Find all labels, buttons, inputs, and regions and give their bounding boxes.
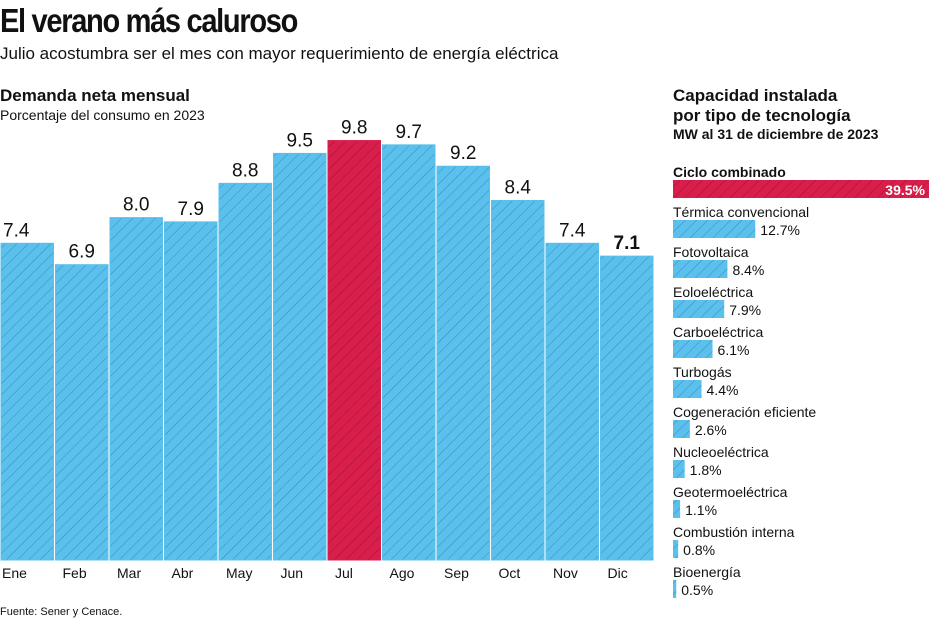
x-tick-label: Dic [608,565,628,581]
category-label: Ciclo combinado [673,164,786,180]
capacity-bar [673,300,725,318]
category-label: Cogeneración eficiente [673,404,816,420]
bar-value-label: 7.1 [614,233,641,254]
bar-value-label: 9.5 [287,130,313,151]
bar-dic [600,255,654,561]
capacity-bar [673,180,929,198]
x-tick-label: Sep [444,565,469,581]
category-label: Nucleoeléctrica [673,444,769,460]
capacity-value-label: 39.5% [885,182,925,198]
capacity-value-label: 8.4% [732,262,764,278]
category-label: Eoloeléctrica [673,284,753,300]
capacity-value-label: 1.8% [690,462,722,478]
monthly-chart-title: Demanda neta mensual [0,86,190,105]
x-tick-label: Feb [63,565,87,581]
capacity-bar [673,260,728,278]
source-note: Fuente: Sener y Cenace. [0,606,123,618]
capacity-title-line: Capacidad instalada [673,86,838,105]
bar-value-label: 7.4 [3,220,30,241]
category-label: Bioenergía [673,564,741,580]
bar-value-label: 9.8 [341,118,367,139]
capacity-value-label: 6.1% [718,342,750,358]
bar-oct [491,199,545,561]
bar-value-label: 9.2 [450,143,476,164]
monthly-chart-subtitle: Porcentaje del consumo en 2023 [0,107,205,123]
category-label: Combustión interna [673,524,795,540]
bar-value-label: 9.7 [396,122,422,143]
bar-value-label: 8.0 [123,195,149,216]
x-tick-label: Mar [117,565,141,581]
capacity-bar [673,500,681,518]
capacity-bar [673,460,685,478]
x-tick-label: Oct [499,565,521,581]
x-tick-label: May [226,565,252,581]
bar-value-label: 7.9 [178,199,204,220]
bar-abr [164,221,218,561]
bar-nov [545,242,599,561]
category-label: Geotermoeléctrica [673,484,788,500]
capacity-value-label: 12.7% [760,222,800,238]
capacity-value-label: 1.1% [685,502,717,518]
bar-sep [436,165,490,561]
x-tick-label: Ago [390,565,415,581]
bar-value-label: 8.8 [232,160,258,181]
capacity-bar [673,340,713,358]
capacity-chart-title: Capacidad instalada por tipo de tecnologí… [673,86,851,126]
category-label: Fotovoltaica [673,244,749,260]
capacity-value-label: 0.8% [683,542,715,558]
page-subtitle: Julio acostumbra ser el mes con mayor re… [0,44,559,63]
bar-jul [327,140,381,561]
x-tick-label: Nov [553,565,578,581]
capacity-value-label: 0.5% [681,582,713,598]
page-title: El verano más caluroso [0,2,298,39]
bar-ene [0,242,54,561]
capacity-value-label: 7.9% [729,302,761,318]
x-tick-label: Abr [172,565,194,581]
capacity-chart-subtitle: MW al 31 de diciembre de 2023 [673,126,879,142]
bar-jun [273,152,327,561]
bar-may [218,182,272,561]
capacity-value-label: 2.6% [695,422,727,438]
capacity-bar [673,420,690,438]
bar-value-label: 8.4 [505,177,532,198]
bar-mar [109,217,163,561]
bar-value-label: 6.9 [69,242,95,263]
bar-value-label: 7.4 [559,220,586,241]
x-tick-label: Ene [2,565,27,581]
capacity-bar [673,380,702,398]
x-tick-label: Jul [335,565,353,581]
x-tick-label: Jun [281,565,304,581]
capacity-bar [673,540,679,558]
bar-ago [382,144,436,561]
category-label: Turbogás [673,364,732,380]
capacity-title-line: por tipo de tecnología [673,106,851,125]
bar-feb [55,264,109,561]
capacity-bar [673,580,677,598]
category-label: Térmica convencional [673,204,809,220]
capacity-bar [673,220,756,238]
capacity-value-label: 4.4% [707,382,739,398]
category-label: Carboeléctrica [673,324,763,340]
